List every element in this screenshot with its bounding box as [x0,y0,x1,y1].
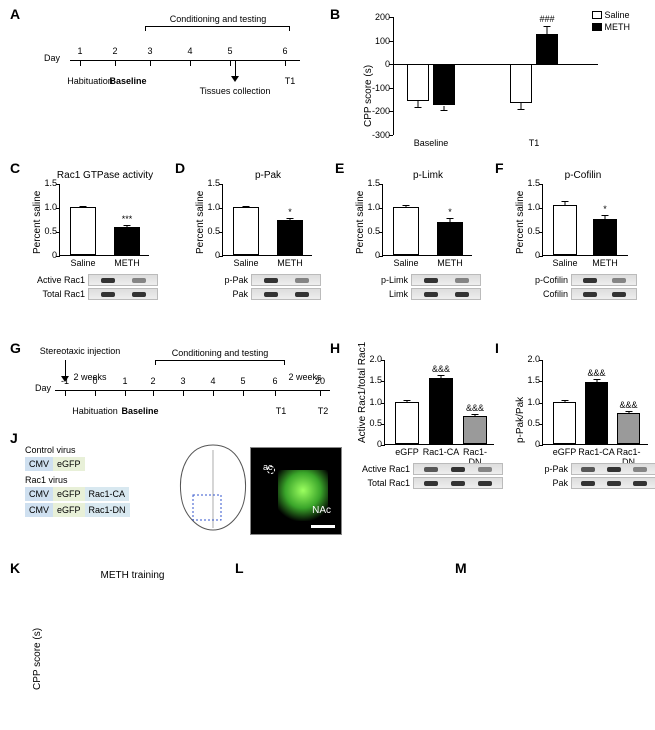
panel-G-timeline: Stereotaxic injection Conditioning and t… [25,350,325,430]
egfp-1: eGFP [53,457,85,471]
t1-G: T1 [276,406,287,416]
t1-label: T1 [285,76,296,86]
base-G: Baseline [121,406,158,416]
panel-J: Control virus CMVeGFP Rac1 virus CMVeGFP… [25,445,335,555]
label-A: A [10,6,20,22]
brain-schematic [173,440,253,535]
label-I: I [495,340,499,356]
day-label-G: Day [35,383,51,393]
label-H: H [330,340,340,356]
egfp-2: eGFP [53,487,85,501]
label-D: D [175,160,185,176]
day-label: Day [44,53,60,63]
hab-label: Habituation [67,76,113,86]
brain-fluorescence: ac NAc [250,447,342,535]
cond-label-G: Conditioning and testing [172,348,269,358]
cond-test-label: Conditioning and testing [170,14,267,24]
rac-dn: Rac1-DN [85,503,130,517]
rac-ca: Rac1-CA [85,487,130,501]
tissues-label: Tissues collection [200,86,271,96]
label-G: G [10,340,21,356]
t2-G: T2 [318,406,329,416]
label-M: M [455,560,467,576]
hab-G: Habituation [72,406,118,416]
panel-A-timeline: Conditioning and testing Day 123456 Habi… [30,20,300,140]
ylabel-B: CPP score (s) [363,65,374,127]
cmv-2: CMV [25,487,53,501]
label-J: J [10,430,18,446]
2w-1: 2 weeks [73,372,106,382]
baseline-label: Baseline [109,76,146,86]
stereo-label: Stereotaxic injection [40,346,121,356]
nac-label: NAc [312,505,331,516]
chart-B: -300-200-1000100200BaselineT1### [393,17,613,137]
rac-virus-label: Rac1 virus [25,475,130,485]
ctrl-virus-label: Control virus [25,445,130,455]
label-C: C [10,160,20,176]
egfp-3: eGFP [53,503,85,517]
cmv-3: CMV [25,503,53,517]
label-B: B [330,6,340,22]
label-K: K [10,560,20,576]
cmv-1: CMV [25,457,53,471]
panel-B: Saline METH CPP score (s) -300-200-10001… [365,12,635,152]
label-L: L [235,560,244,576]
